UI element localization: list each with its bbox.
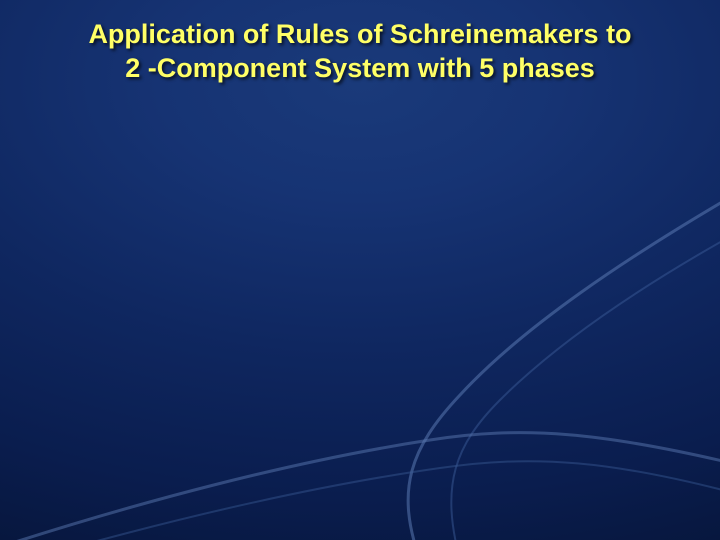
slide-title: Application of Rules of Schreinemakers t…: [0, 18, 720, 86]
title-line-2: 2 -Component System with 5 phases: [125, 53, 595, 83]
title-line-1: Application of Rules of Schreinemakers t…: [88, 19, 631, 49]
slide: Application of Rules of Schreinemakers t…: [0, 0, 720, 540]
